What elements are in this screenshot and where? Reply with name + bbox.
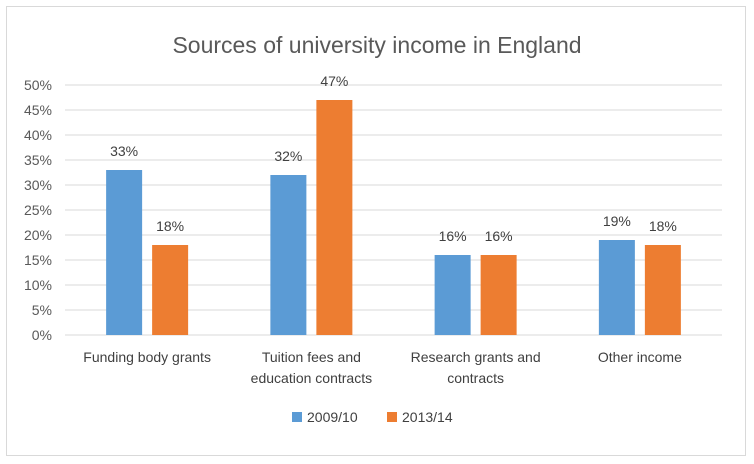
data-label: 47% — [320, 73, 348, 89]
bar — [106, 170, 143, 335]
data-label: 33% — [110, 143, 138, 159]
y-tick-label: 10% — [24, 277, 52, 293]
legend-label: 2009/10 — [307, 409, 358, 425]
category-label: Other income — [598, 349, 682, 365]
bar — [644, 245, 681, 335]
category-label: Funding body grants — [83, 349, 211, 365]
y-tick-label: 20% — [24, 227, 52, 243]
data-labels: 33% 18% 32% 47% 16% 16% 19% 18% — [110, 73, 677, 244]
category-label: education contracts — [251, 370, 372, 386]
bar — [480, 255, 517, 335]
y-tick-label: 5% — [32, 302, 52, 318]
bar — [316, 100, 353, 335]
y-tick-label: 35% — [24, 152, 52, 168]
legend-swatch — [387, 412, 397, 422]
data-label: 32% — [274, 148, 302, 164]
category-label: Tuition fees and — [262, 349, 361, 365]
chart-title: Sources of university income in England — [172, 32, 581, 58]
legend-label: 2013/14 — [402, 409, 453, 425]
y-axis-ticks: 0% 5% 10% 15% 20% 25% 30% 35% 40% 45% 50% — [24, 77, 52, 343]
y-tick-label: 0% — [32, 327, 52, 343]
category-label: contracts — [447, 370, 504, 386]
bar — [434, 255, 471, 335]
legend-swatch — [292, 412, 302, 422]
y-tick-label: 15% — [24, 252, 52, 268]
category-label: Research grants and — [411, 349, 541, 365]
category-labels: Funding body grants Tuition fees and educa… — [83, 349, 682, 386]
y-tick-label: 25% — [24, 202, 52, 218]
bar — [598, 240, 635, 335]
y-tick-label: 50% — [24, 77, 52, 93]
legend: 2009/10 2013/14 — [292, 409, 453, 425]
data-label: 18% — [649, 218, 677, 234]
bar — [270, 175, 307, 335]
data-label: 16% — [439, 228, 467, 244]
data-label: 19% — [603, 213, 631, 229]
data-label: 18% — [156, 218, 184, 234]
y-tick-label: 45% — [24, 102, 52, 118]
data-label: 16% — [485, 228, 513, 244]
y-tick-label: 40% — [24, 127, 52, 143]
y-tick-label: 30% — [24, 177, 52, 193]
bars — [106, 100, 681, 335]
bar — [152, 245, 189, 335]
